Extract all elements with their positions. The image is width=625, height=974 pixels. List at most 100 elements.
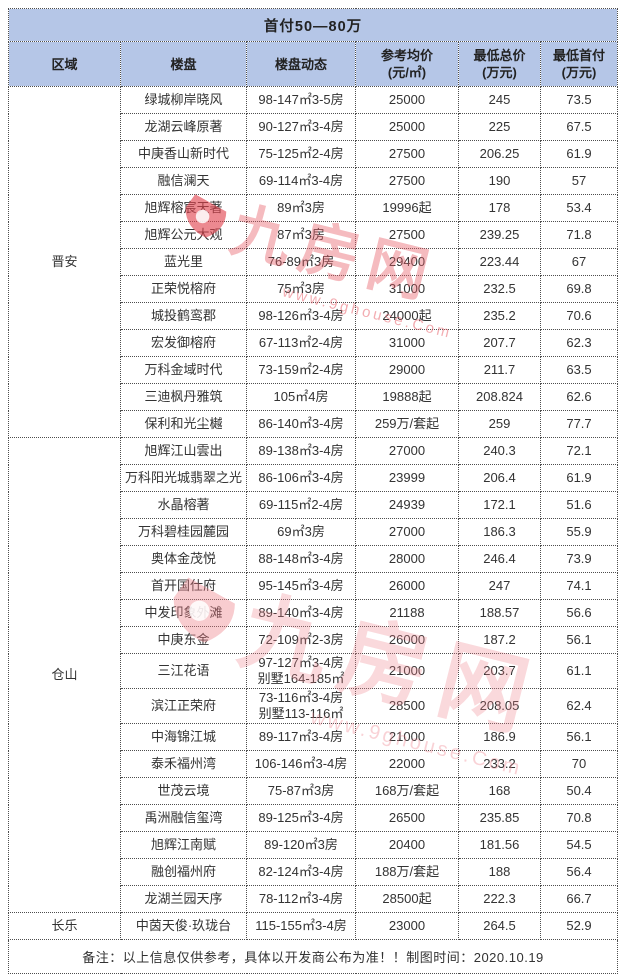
min-total-cell: 232.5: [458, 275, 541, 303]
min-down-cell: 70.6: [539, 302, 619, 330]
avg-price-cell: 27500: [355, 140, 459, 168]
avg-price-cell: 24939: [355, 491, 459, 519]
avg-price-cell: 21000: [355, 723, 459, 751]
min-down-cell: 62.3: [539, 329, 619, 357]
property-dynamic-cell: 67-113㎡2-4房: [246, 329, 356, 357]
property-row: 长乐 中茵天俊·玖珑台 115-155㎡3-4房 23000 264.5 52.9: [8, 912, 619, 940]
column-header-avg-price: 参考均价 (元/㎡): [355, 41, 459, 87]
min-total-cell: 178: [458, 194, 541, 222]
property-row: 旭辉江南赋 89-120㎡3房 20400 181.56 54.5: [9, 831, 619, 859]
footnote-row: 备注：以上信息仅供参考，具体以开发商公布为准！！制图时间：2020.10.19: [7, 939, 619, 974]
avg-price-cell: 25000: [355, 113, 459, 141]
avg-price-cell: 28500起: [355, 885, 459, 913]
min-down-cell: 70.8: [539, 804, 619, 832]
property-dynamic-cell: 69-114㎡3-4房: [246, 167, 356, 195]
property-dynamic-cell: 89-138㎡3-4房: [246, 437, 356, 465]
min-down-cell: 70: [539, 750, 619, 778]
price-table-page: { "table": { "title": "首付50—80万", "colum…: [7, 8, 619, 974]
property-name-cell: 水晶榕著: [120, 491, 247, 519]
property-name-cell: 正荣悦榕府: [120, 275, 247, 303]
property-row: 万科碧桂园麓园 69㎡3房 27000 186.3 55.9: [9, 518, 619, 546]
property-dynamic-cell: 69㎡3房: [246, 518, 356, 546]
min-total-cell: 188.57: [458, 599, 541, 627]
avg-price-cell: 27000: [355, 437, 459, 465]
property-dynamic-cell: 95-145㎡3-4房: [246, 572, 356, 600]
min-down-cell: 77.7: [539, 410, 619, 438]
property-dynamic-cell: 106-146㎡3-4房: [246, 750, 356, 778]
column-header-min-total: 最低总价 (万元): [458, 41, 541, 87]
property-dynamic-cell: 75-87㎡3房: [246, 777, 356, 805]
region-cell: 晋安: [8, 86, 121, 438]
property-row: 中发印象外滩 89-140㎡3-4房 21188 188.57 56.6: [9, 599, 619, 627]
property-dynamic-cell: 72-109㎡2-3房: [246, 626, 356, 654]
property-name-cell: 融创福州府: [120, 858, 247, 886]
property-dynamic-cell: 76-89㎡3房: [246, 248, 356, 276]
property-dynamic-cell: 86-106㎡3-4房: [246, 464, 356, 492]
property-name-cell: 绿城柳岸晓风: [120, 86, 247, 114]
property-name-cell: 中发印象外滩: [120, 599, 247, 627]
min-total-cell: 207.7: [458, 329, 541, 357]
property-dynamic-cell: 98-147㎡3-5房: [246, 86, 356, 114]
property-row: 城投鹤鸾郡 98-126㎡3-4房 24000起 235.2 70.6: [9, 302, 619, 330]
min-down-cell: 61.1: [539, 653, 619, 689]
min-down-cell: 63.5: [539, 356, 619, 384]
min-total-cell: 186.9: [458, 723, 541, 751]
property-dynamic-cell: 87㎡3房: [246, 221, 356, 249]
min-total-cell: 187.2: [458, 626, 541, 654]
property-row: 保利和光尘樾 86-140㎡3-4房 259万/套起 259 77.7: [9, 410, 619, 438]
min-down-cell: 71.8: [539, 221, 619, 249]
title-row: 首付50—80万: [7, 8, 619, 42]
min-total-cell: 206.4: [458, 464, 541, 492]
avg-price-cell: 19996起: [355, 194, 459, 222]
table-footnote: 备注：以上信息仅供参考，具体以开发商公布为准！！制图时间：2020.10.19: [7, 939, 619, 974]
avg-price-cell: 27500: [355, 167, 459, 195]
property-name-cell: 中庚东金: [120, 626, 247, 654]
property-dynamic-cell: 89㎡3房: [246, 194, 356, 222]
property-name-cell: 万科阳光城翡翠之光: [120, 464, 247, 492]
property-row: 中庚香山新时代 75-125㎡2-4房 27500 206.25 61.9: [9, 140, 619, 168]
avg-price-cell: 21000: [355, 653, 459, 689]
property-name-cell: 滨江正荣府: [120, 688, 247, 724]
min-total-cell: 168: [458, 777, 541, 805]
min-total-cell: 240.3: [458, 437, 541, 465]
property-row: 首开国仕府 95-145㎡3-4房 26000 247 74.1: [9, 572, 619, 600]
min-down-cell: 61.9: [539, 464, 619, 492]
property-row: 万科阳光城翡翠之光 86-106㎡3-4房 23999 206.4 61.9: [9, 464, 619, 492]
property-name-cell: 龙湖云峰原著: [120, 113, 247, 141]
min-down-cell: 55.9: [539, 518, 619, 546]
min-down-cell: 51.6: [539, 491, 619, 519]
property-row: 正荣悦榕府 75㎡3房 31000 232.5 69.8: [9, 275, 619, 303]
avg-price-cell: 26000: [355, 572, 459, 600]
property-row: 世茂云境 75-87㎡3房 168万/套起 168 50.4: [9, 777, 619, 805]
region-cell: 仓山: [8, 437, 121, 913]
property-row: 水晶榕著 69-115㎡2-4房 24939 172.1 51.6: [9, 491, 619, 519]
min-down-cell: 56.1: [539, 626, 619, 654]
min-total-cell: 264.5: [458, 912, 541, 940]
min-total-cell: 245: [458, 86, 541, 114]
column-header-dynamic: 楼盘动态: [246, 41, 356, 87]
property-name-cell: 三江花语: [120, 653, 247, 689]
avg-price-cell: 31000: [355, 275, 459, 303]
min-down-cell: 62.6: [539, 383, 619, 411]
property-row: 融信澜天 69-114㎡3-4房 27500 190 57: [9, 167, 619, 195]
property-row: 龙湖云峰原著 90-127㎡3-4房 25000 225 67.5: [9, 113, 619, 141]
avg-price-cell: 27000: [355, 518, 459, 546]
column-header-region: 区域: [8, 41, 121, 87]
property-dynamic-cell: 89-117㎡3-4房: [246, 723, 356, 751]
min-down-cell: 72.1: [539, 437, 619, 465]
property-dynamic-cell: 69-115㎡2-4房: [246, 491, 356, 519]
property-name-cell: 龙湖兰园天序: [120, 885, 247, 913]
region-cell: 长乐: [8, 912, 121, 940]
property-name-cell: 旭辉公元大观: [120, 221, 247, 249]
min-down-cell: 56.1: [539, 723, 619, 751]
min-total-cell: 208.05: [458, 688, 541, 724]
min-down-cell: 56.4: [539, 858, 619, 886]
property-row: 泰禾福州湾 106-146㎡3-4房 22000 233.2 70: [9, 750, 619, 778]
property-row: 三江花语 97-127㎡3-4房 别墅164-185㎡ 21000 203.7 61.1: [9, 653, 619, 689]
property-row: 蓝光里 76-89㎡3房 29400 223.44 67: [9, 248, 619, 276]
avg-price-cell: 28500: [355, 688, 459, 724]
min-down-cell: 73.9: [539, 545, 619, 573]
min-total-cell: 188: [458, 858, 541, 886]
min-total-cell: 206.25: [458, 140, 541, 168]
min-total-cell: 186.3: [458, 518, 541, 546]
